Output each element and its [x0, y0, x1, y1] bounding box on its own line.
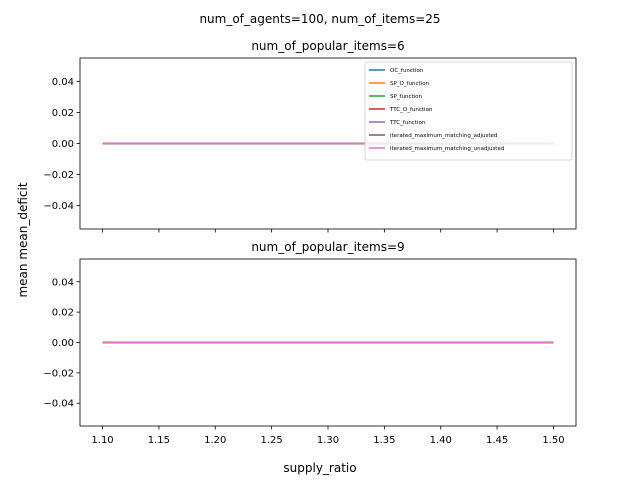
x-tick-label: 1.15: [148, 435, 170, 446]
y-tick-label: 0.04: [52, 277, 74, 288]
subplot-2: num_of_popular_items=9 0.04 0.02 0.00 −0.02 −…: [43, 240, 577, 446]
x-tick-label: 1.10: [91, 435, 113, 446]
legend-label: OC_function: [390, 68, 424, 74]
x-tick-label: 1.25: [261, 435, 283, 446]
legend-label: TTC_function: [389, 120, 426, 126]
y-tick-label: −0.02: [43, 368, 74, 379]
subplot-title: num_of_popular_items=6: [251, 39, 404, 53]
legend: OC_function SP_O_function SP_function TTC_O…: [364, 61, 573, 161]
y-tick-label: 0.00: [52, 139, 74, 150]
y-tick-label: 0.02: [52, 308, 74, 319]
legend-label: iterated_maximum_matching_unadjusted: [390, 146, 504, 152]
legend-box: [364, 61, 573, 161]
x-tick-label: 1.40: [430, 435, 452, 446]
legend-label: SP_function: [390, 94, 423, 100]
x-tick-label: 1.45: [486, 435, 508, 446]
y-tick-label: 0.02: [52, 108, 74, 119]
subplots: num_of_popular_items=6 0.04 0.02 0.00 −0.02 −…: [43, 39, 577, 446]
x-tick-label: 1.50: [542, 435, 564, 446]
x-tick-label: 1.30: [317, 435, 339, 446]
subplot-title: num_of_popular_items=9: [251, 240, 404, 254]
y-tick-label: −0.02: [43, 170, 74, 181]
shared-x-axis-label: supply_ratio: [283, 461, 356, 475]
x-tick-label: 1.20: [204, 435, 226, 446]
legend-label: SP_O_function: [390, 81, 430, 87]
x-tick-label: 1.35: [373, 435, 395, 446]
subplot-1: num_of_popular_items=6 0.04 0.02 0.00 −0.02 −…: [43, 39, 577, 233]
y-tick-label: −0.04: [43, 399, 74, 410]
legend-label: TTC_O_function: [389, 107, 433, 113]
y-tick-label: 0.00: [52, 338, 74, 349]
figure-suptitle: num_of_agents=100, num_of_items=25: [199, 12, 440, 26]
y-tick-label: 0.04: [52, 77, 74, 88]
y-tick-label: −0.04: [43, 201, 74, 212]
shared-y-axis-label: mean mean_deficit: [16, 182, 30, 297]
legend-label: iterated_maximum_matching_adjusted: [390, 133, 497, 139]
